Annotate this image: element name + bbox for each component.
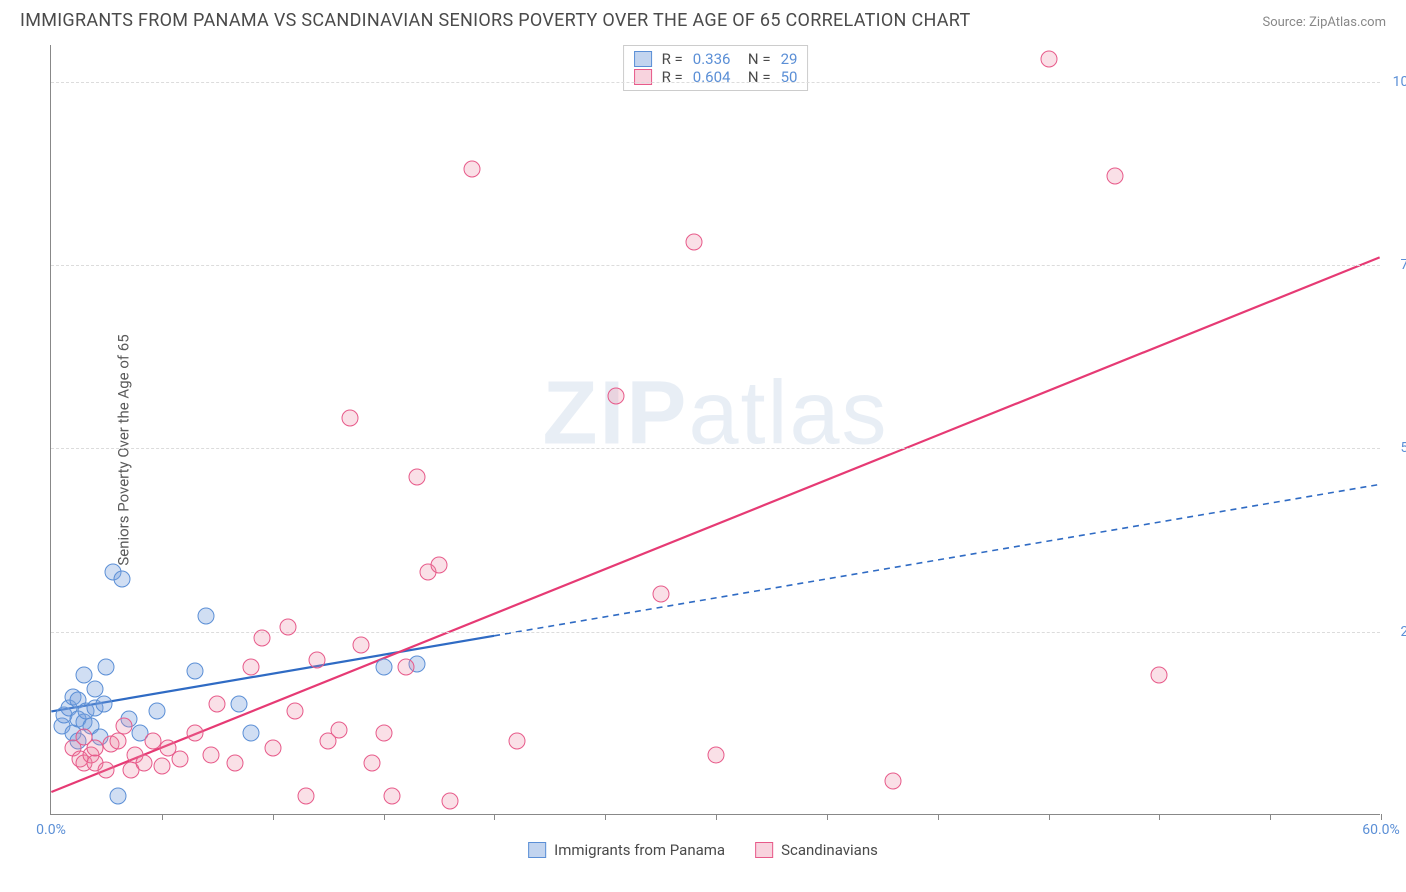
- chart-title: IMMIGRANTS FROM PANAMA VS SCANDINAVIAN S…: [20, 10, 971, 31]
- r-value-pink: 0.604: [693, 68, 731, 86]
- x-tick: [716, 814, 717, 820]
- gridline: [51, 632, 1380, 633]
- data-point: [708, 747, 725, 764]
- data-point: [353, 637, 370, 654]
- data-point: [397, 659, 414, 676]
- gridline: [51, 265, 1380, 266]
- data-point: [1151, 666, 1168, 683]
- data-point: [264, 740, 281, 757]
- data-point: [87, 740, 104, 757]
- y-tick-label: 75.0%: [1400, 257, 1406, 273]
- x-tick: [1159, 814, 1160, 820]
- data-point: [144, 732, 161, 749]
- data-point: [253, 630, 270, 647]
- swatch-blue-icon: [528, 842, 546, 858]
- gridline: [51, 448, 1380, 449]
- data-point: [209, 696, 226, 713]
- swatch-blue-icon: [634, 51, 652, 67]
- legend-item-pink: Scandinavians: [755, 841, 878, 859]
- y-tick-label: 50.0%: [1400, 440, 1406, 456]
- data-point: [685, 234, 702, 251]
- data-point: [242, 725, 259, 742]
- data-point: [109, 787, 126, 804]
- data-point: [342, 410, 359, 427]
- legend-row-pink: R = 0.604 N = 50: [634, 68, 798, 86]
- data-point: [442, 792, 459, 809]
- plot-area: ZIPatlas R = 0.336 N = 29 R = 0.604 N = …: [50, 45, 1380, 815]
- data-point: [242, 659, 259, 676]
- legend-item-blue: Immigrants from Panama: [528, 841, 725, 859]
- n-value-pink: 50: [781, 68, 798, 86]
- data-point: [136, 754, 153, 771]
- data-point: [652, 586, 669, 603]
- data-point: [280, 619, 297, 636]
- gridline: [51, 82, 1380, 83]
- legend-series: Immigrants from Panama Scandinavians: [528, 841, 878, 859]
- y-tick-label: 100.0%: [1393, 74, 1406, 90]
- data-point: [384, 787, 401, 804]
- data-point: [187, 725, 204, 742]
- data-point: [608, 388, 625, 405]
- x-tick: [827, 814, 828, 820]
- data-point: [430, 556, 447, 573]
- data-point: [1107, 168, 1124, 185]
- legend-label-pink: Scandinavians: [781, 841, 878, 859]
- data-point: [297, 787, 314, 804]
- legend-label-blue: Immigrants from Panama: [554, 841, 725, 859]
- legend-correlation: R = 0.336 N = 29 R = 0.604 N = 50: [623, 45, 809, 91]
- x-tick: [273, 814, 274, 820]
- data-point: [76, 666, 93, 683]
- x-tick: [938, 814, 939, 820]
- x-tick: [1381, 814, 1382, 820]
- data-point: [231, 696, 248, 713]
- data-point: [98, 762, 115, 779]
- data-point: [375, 659, 392, 676]
- watermark: ZIPatlas: [542, 363, 888, 466]
- data-point: [1040, 50, 1057, 67]
- data-point: [331, 721, 348, 738]
- title-bar: IMMIGRANTS FROM PANAMA VS SCANDINAVIAN S…: [0, 0, 1406, 35]
- data-point: [364, 754, 381, 771]
- data-point: [226, 754, 243, 771]
- data-point: [508, 732, 525, 749]
- source-label: Source: ZipAtlas.com: [1262, 15, 1386, 30]
- chart-area: Seniors Poverty Over the Age of 65 ZIPat…: [0, 35, 1406, 865]
- data-point: [109, 732, 126, 749]
- data-point: [113, 571, 130, 588]
- x-tick: [605, 814, 606, 820]
- n-value-blue: 29: [781, 50, 798, 68]
- x-tick: [162, 814, 163, 820]
- trend-lines: [51, 45, 1380, 814]
- x-tick-label: 0.0%: [36, 822, 66, 838]
- y-tick-label: 25.0%: [1400, 624, 1406, 640]
- data-point: [153, 758, 170, 775]
- data-point: [98, 659, 115, 676]
- data-point: [375, 725, 392, 742]
- x-tick: [1049, 814, 1050, 820]
- data-point: [116, 718, 133, 735]
- data-point: [198, 608, 215, 625]
- legend-row-blue: R = 0.336 N = 29: [634, 50, 798, 68]
- data-point: [96, 696, 113, 713]
- data-point: [286, 703, 303, 720]
- r-value-blue: 0.336: [693, 50, 731, 68]
- data-point: [464, 160, 481, 177]
- x-tick: [384, 814, 385, 820]
- swatch-pink-icon: [755, 842, 773, 858]
- data-point: [149, 703, 166, 720]
- data-point: [885, 773, 902, 790]
- data-point: [408, 468, 425, 485]
- data-point: [202, 747, 219, 764]
- data-point: [309, 652, 326, 669]
- x-tick-label: 60.0%: [1362, 822, 1400, 838]
- data-point: [171, 751, 188, 768]
- x-tick: [1270, 814, 1271, 820]
- data-point: [187, 663, 204, 680]
- x-tick: [494, 814, 495, 820]
